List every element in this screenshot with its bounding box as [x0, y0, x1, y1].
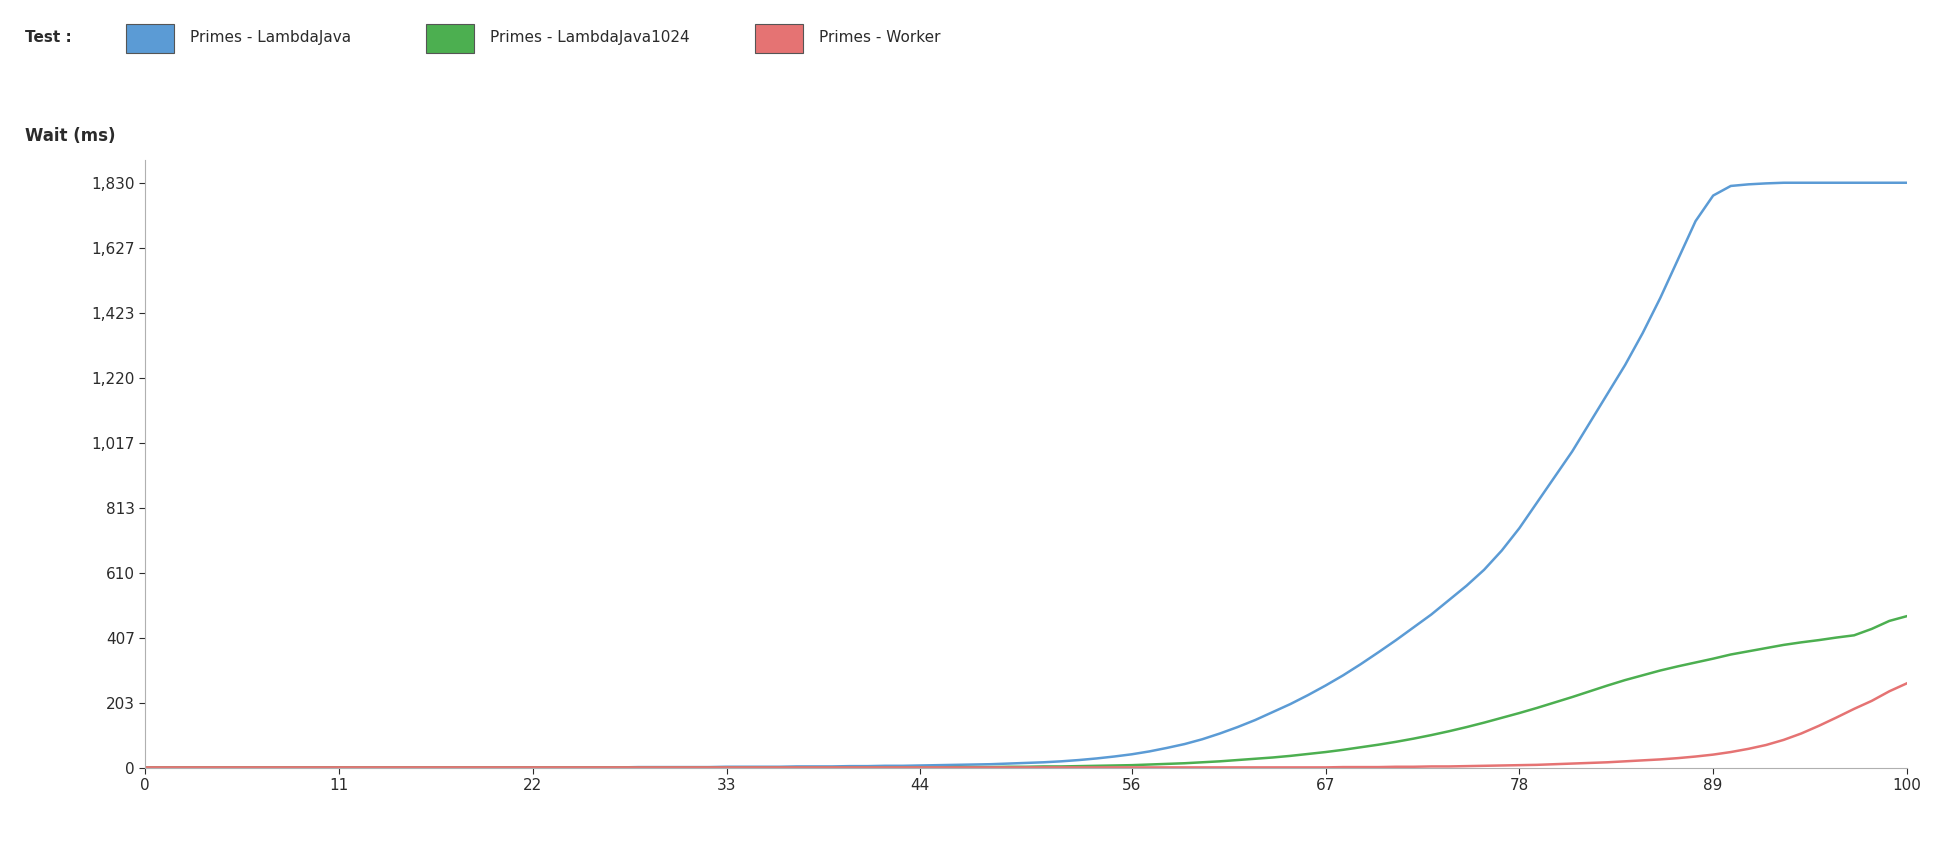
- Text: Primes - LambdaJava1024: Primes - LambdaJava1024: [490, 30, 689, 46]
- Text: Test :: Test :: [25, 30, 72, 46]
- Text: Wait (ms): Wait (ms): [25, 127, 116, 144]
- Text: Primes - Worker: Primes - Worker: [819, 30, 941, 46]
- Text: Primes - LambdaJava: Primes - LambdaJava: [190, 30, 350, 46]
